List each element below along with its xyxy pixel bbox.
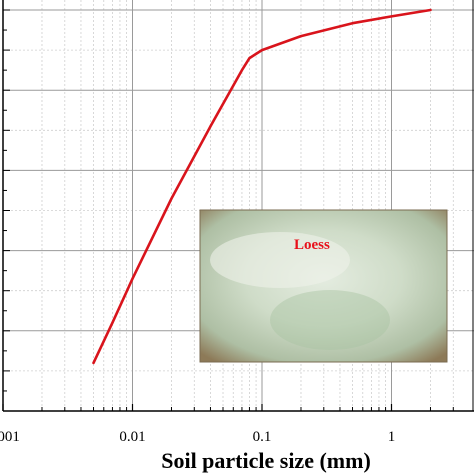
inset-photo-image	[199, 209, 448, 363]
x-ticks	[2, 404, 454, 411]
x-tick-label: 0.1	[253, 429, 272, 445]
x-tick-label: 0.01	[119, 429, 145, 445]
inset-photo: Loess	[199, 209, 448, 363]
inset-photo-highlight	[210, 232, 350, 288]
x-tick-labels: 0.001 0.01 0.1 1	[0, 429, 395, 445]
gradation-curve	[92, 8, 432, 365]
x-tick-label: 0.001	[0, 429, 20, 445]
x-tick-label: 1	[388, 429, 396, 445]
inset-photo-shadow	[270, 290, 390, 350]
x-axis-title: Soil particle size (mm)	[161, 448, 371, 473]
inset-label: Loess	[294, 237, 330, 253]
y-ticks	[3, 9, 10, 412]
